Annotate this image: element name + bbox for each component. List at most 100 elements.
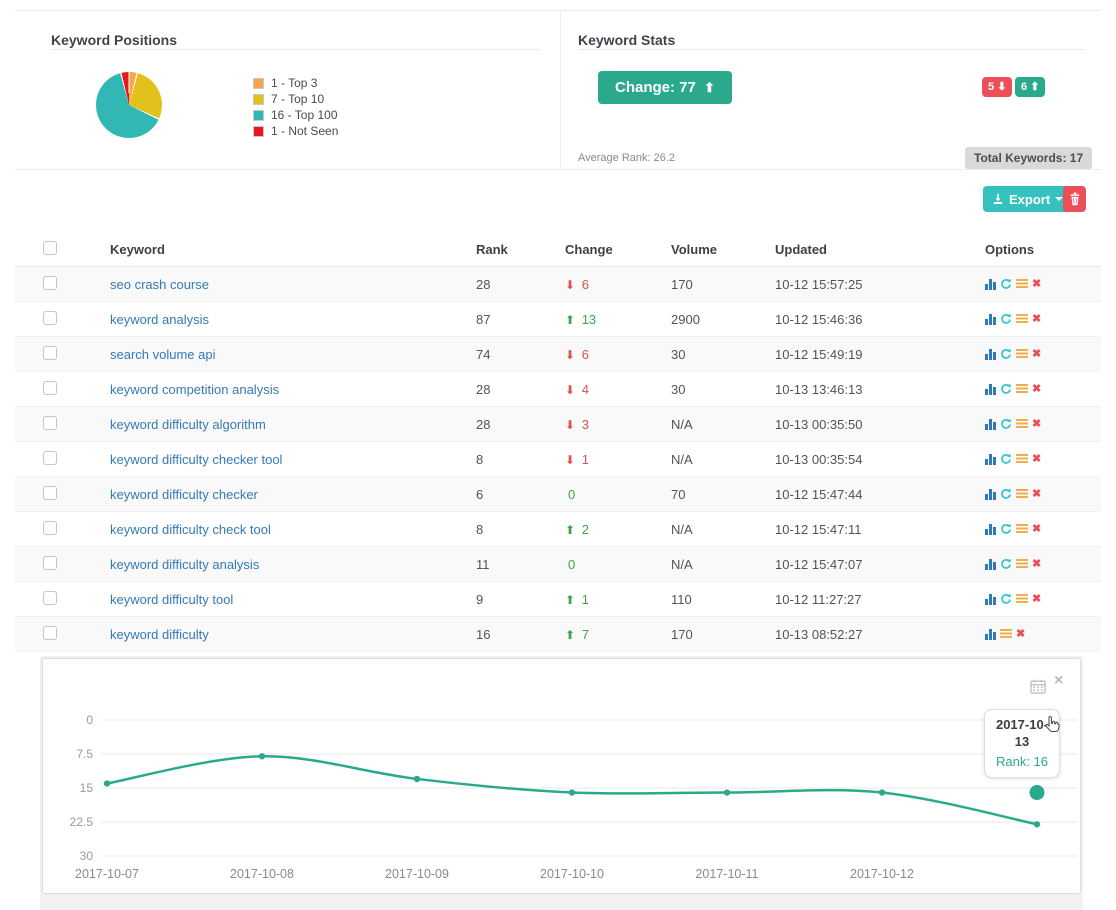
summary-section: Keyword Positions 1 - Top 3 7 - Top 10 16 … [15, 10, 1101, 170]
row-remove-icon[interactable]: ✖ [1032, 592, 1042, 605]
row-list-icon[interactable] [1016, 593, 1028, 605]
row-checkbox[interactable] [43, 345, 57, 360]
row-list-icon[interactable] [1016, 348, 1028, 360]
row-refresh-icon[interactable] [1000, 453, 1012, 465]
row-refresh-icon[interactable] [1000, 488, 1012, 500]
row-remove-icon[interactable]: ✖ [1032, 312, 1042, 325]
keyword-link[interactable]: seo crash course [110, 276, 209, 292]
row-refresh-icon[interactable] [1000, 348, 1012, 360]
keyword-link[interactable]: keyword difficulty analysis [110, 556, 260, 572]
updated-value: 10-13 00:35:50 [775, 416, 863, 432]
total-change-button[interactable]: Change: 77 ⬆ [598, 71, 732, 104]
updated-value: 10-12 15:47:11 [775, 521, 862, 537]
svg-text:2017-10-10: 2017-10-10 [540, 867, 604, 881]
row-checkbox[interactable] [43, 380, 57, 395]
chart-tooltip: 2017-10-13 Rank: 16 [984, 709, 1060, 778]
row-chart-icon[interactable] [985, 558, 996, 570]
row-chart-icon[interactable] [985, 383, 996, 395]
volume-value: 30 [671, 346, 686, 362]
row-remove-icon[interactable]: ✖ [1032, 277, 1042, 290]
row-list-icon[interactable] [1000, 628, 1012, 640]
volume-value: 2900 [671, 311, 700, 327]
row-remove-icon[interactable]: ✖ [1032, 347, 1042, 360]
trash-icon [1070, 192, 1079, 206]
row-remove-icon[interactable]: ✖ [1032, 417, 1042, 430]
row-chart-icon[interactable] [985, 488, 996, 500]
calendar-icon[interactable] [1030, 679, 1046, 699]
row-checkbox[interactable] [43, 625, 57, 640]
row-chart-icon[interactable] [985, 453, 996, 465]
row-checkbox[interactable] [43, 415, 57, 430]
keyword-link[interactable]: keyword difficulty algorithm [110, 416, 266, 432]
row-chart-icon[interactable] [985, 348, 996, 360]
export-button[interactable]: Export [983, 186, 1073, 212]
row-list-icon[interactable] [1016, 558, 1028, 570]
row-checkbox[interactable] [43, 485, 57, 500]
row-remove-icon[interactable]: ✖ [1032, 487, 1042, 500]
row-remove-icon[interactable]: ✖ [1032, 557, 1042, 570]
close-chart-icon[interactable]: × [1054, 672, 1064, 689]
keyword-link[interactable]: keyword analysis [110, 311, 209, 327]
table-body: seo crash course 28 ⬇ 6 170 10-12 15:57:… [15, 267, 1101, 652]
delete-selected-button[interactable] [1063, 186, 1086, 212]
row-list-icon[interactable] [1016, 383, 1028, 395]
select-all-checkbox[interactable] [43, 240, 57, 255]
row-chart-icon[interactable] [985, 628, 996, 640]
row-checkbox[interactable] [43, 275, 57, 290]
row-list-icon[interactable] [1016, 453, 1028, 465]
row-remove-icon[interactable]: ✖ [1016, 627, 1026, 640]
keyword-link[interactable]: keyword competition analysis [110, 381, 280, 397]
row-remove-icon[interactable]: ✖ [1032, 522, 1042, 535]
table-row: keyword difficulty check tool 8 ⬆ 2 N/A … [15, 512, 1101, 547]
keyword-link[interactable]: search volume api [110, 346, 216, 362]
row-list-icon[interactable] [1016, 313, 1028, 325]
header-volume: Volume [671, 241, 717, 257]
keywords-dropped-badge[interactable]: 5 ⬇ [982, 77, 1013, 97]
row-list-icon[interactable] [1016, 418, 1028, 430]
change-value: ⬆ 13 [550, 312, 656, 327]
row-refresh-icon[interactable] [1000, 278, 1012, 290]
row-checkbox[interactable] [43, 310, 57, 325]
row-refresh-icon[interactable] [1000, 523, 1012, 535]
table-row: keyword competition analysis 28 ⬇ 4 30 1… [15, 372, 1101, 407]
row-checkbox[interactable] [43, 590, 57, 605]
row-checkbox[interactable] [43, 450, 57, 465]
legend-label: 1 - Not Seen [271, 124, 339, 138]
legend-item: 1 - Top 3 [253, 76, 338, 91]
positions-pie-chart [96, 72, 162, 138]
keyword-link[interactable]: keyword difficulty [110, 626, 209, 642]
row-chart-icon[interactable] [985, 313, 996, 325]
row-refresh-icon[interactable] [1000, 418, 1012, 430]
row-chart-icon[interactable] [985, 418, 996, 430]
row-options: ✖ [970, 383, 1101, 395]
row-refresh-icon[interactable] [1000, 313, 1012, 325]
row-list-icon[interactable] [1016, 278, 1028, 290]
row-checkbox[interactable] [43, 555, 57, 570]
svg-text:2017-10-09: 2017-10-09 [385, 867, 449, 881]
keyword-link[interactable]: keyword difficulty checker [110, 486, 258, 502]
volume-value: 170 [671, 626, 693, 642]
keywords-gained-badge[interactable]: 6 ⬆ [1015, 77, 1046, 97]
row-options: ✖ [970, 278, 1101, 290]
row-list-icon[interactable] [1016, 488, 1028, 500]
row-refresh-icon[interactable] [1000, 558, 1012, 570]
row-checkbox[interactable] [43, 520, 57, 535]
legend-item: 1 - Not Seen [253, 124, 338, 139]
keyword-link[interactable]: keyword difficulty tool [110, 591, 234, 607]
change-number: 1 [581, 451, 589, 467]
row-chart-icon[interactable] [985, 593, 996, 605]
row-chart-icon[interactable] [985, 523, 996, 535]
rank-value: 87 [476, 311, 491, 327]
updated-value: 10-12 11:27:27 [775, 591, 862, 607]
keyword-link[interactable]: keyword difficulty checker tool [110, 451, 283, 467]
row-refresh-icon[interactable] [1000, 383, 1012, 395]
row-remove-icon[interactable]: ✖ [1032, 382, 1042, 395]
change-number: 0 [568, 486, 576, 502]
row-refresh-icon[interactable] [1000, 593, 1012, 605]
row-remove-icon[interactable]: ✖ [1032, 452, 1042, 465]
keyword-link[interactable]: keyword difficulty check tool [110, 521, 271, 537]
hand-pointer-cursor [1043, 715, 1061, 740]
row-chart-icon[interactable] [985, 278, 996, 290]
updated-value: 10-12 15:47:07 [775, 556, 863, 572]
row-list-icon[interactable] [1016, 523, 1028, 535]
